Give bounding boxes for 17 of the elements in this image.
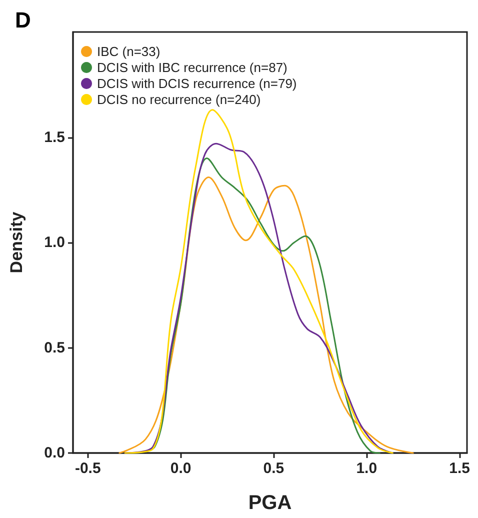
legend-label: DCIS no recurrence (n=240) bbox=[97, 92, 261, 107]
y-tick-label: 1.5 bbox=[44, 128, 65, 146]
y-tick-label: 0.5 bbox=[44, 339, 65, 356]
x-tick-label: 1.5 bbox=[449, 460, 470, 477]
legend-label: IBC (n=33) bbox=[97, 44, 160, 59]
x-tick-label: -0.5 bbox=[74, 460, 101, 477]
chart-title: D bbox=[15, 8, 31, 32]
y-tick-label: 1.0 bbox=[44, 234, 65, 251]
legend-label: DCIS with DCIS recurrence (n=79) bbox=[97, 76, 297, 91]
y-tick-label: 0.0 bbox=[44, 444, 65, 462]
line-series bbox=[118, 176, 414, 454]
x-tick-label: 0.5 bbox=[263, 460, 284, 477]
legend-label: DCIS with IBC recurrence (n=87) bbox=[97, 60, 288, 75]
x-tick-label: 1.0 bbox=[356, 460, 378, 477]
x-axis-title: PGA bbox=[248, 492, 292, 514]
x-tick-label: 0.0 bbox=[170, 460, 192, 477]
y-axis-title: Density bbox=[7, 211, 26, 274]
